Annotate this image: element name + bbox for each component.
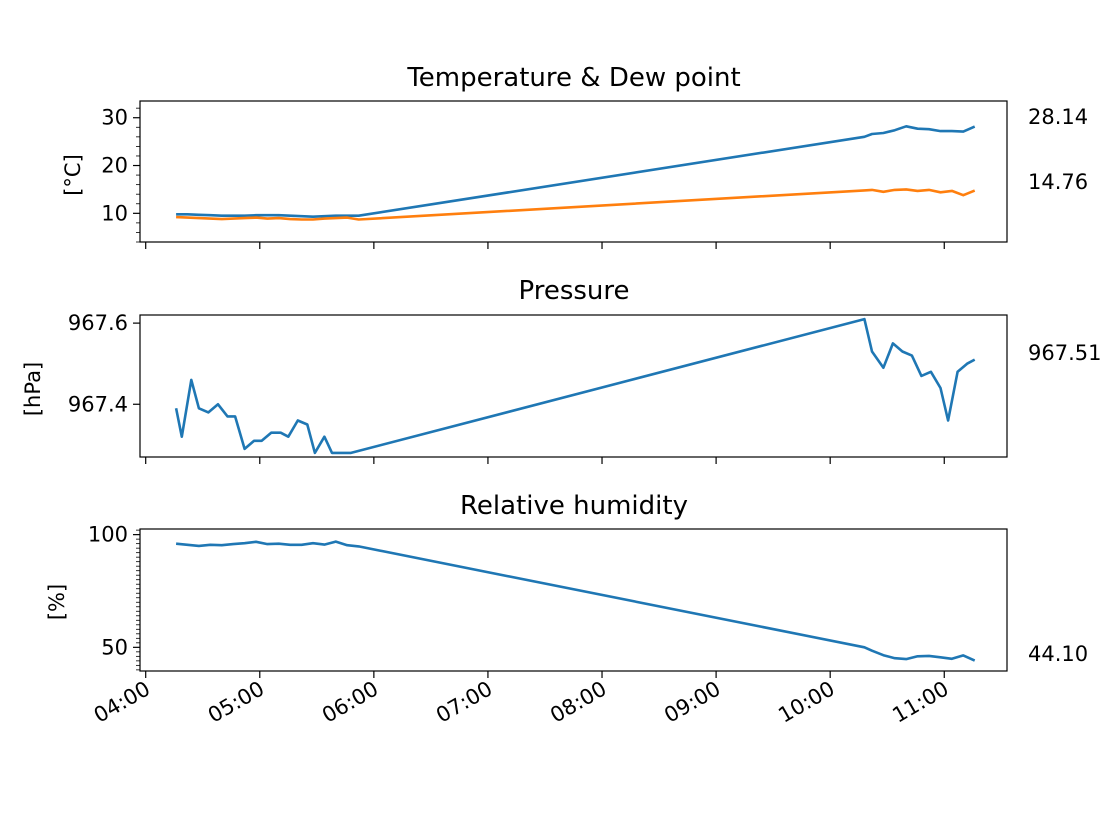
x-tick-label: 06:00 — [318, 677, 382, 728]
x-tick-label: 08:00 — [546, 677, 610, 728]
humidity-title: Relative humidity — [460, 491, 688, 521]
temperature-title: Temperature & Dew point — [406, 63, 740, 93]
temperature-grid-layer: 10 20 30 — [101, 106, 945, 249]
pressure-lines — [174, 317, 976, 455]
x-tick-label: 10:00 — [774, 677, 838, 728]
y-tick-label: 967.6 — [68, 311, 128, 335]
series-line-0 — [174, 317, 976, 455]
humidity-grid-layer: 50 100 — [88, 523, 945, 678]
humidity-ylabel: [%] — [45, 584, 69, 620]
x-tick-label: 11:00 — [888, 677, 952, 728]
y-tick-label: 20 — [101, 154, 128, 178]
pressure-title: Pressure — [518, 276, 629, 306]
humidity-last-value: 44.10 — [1028, 642, 1088, 666]
series-line-1 — [176, 188, 976, 221]
temperature-panel: Temperature & Dew point [°C] 10 20 30 28.1… — [61, 63, 1088, 249]
pressure-panel: Pressure [hPa] 967.4 967.6 967.51 — [21, 276, 1101, 464]
y-tick-label: 100 — [88, 523, 128, 547]
temperature-lines — [176, 125, 976, 221]
pressure-ylabel: [hPa] — [21, 362, 45, 416]
pressure-last-value: 967.51 — [1028, 341, 1101, 365]
pressure-grid-layer: 967.4 967.6 — [68, 311, 945, 464]
y-tick-label: 50 — [101, 635, 128, 659]
y-tick-label: 30 — [101, 106, 128, 130]
series-line-0 — [176, 125, 976, 218]
humidity-plot-frame — [139, 528, 1008, 672]
humidity-panel: Relative humidity [%] 50 100 44.10 — [45, 491, 1088, 678]
dewpoint-last-value: 14.76 — [1028, 170, 1088, 194]
temperature-ylabel: [°C] — [61, 154, 85, 196]
temperature-last-value: 28.14 — [1028, 105, 1088, 129]
x-tick-label: 09:00 — [660, 677, 724, 728]
humidity-lines — [175, 540, 976, 662]
pressure-plot-frame — [139, 314, 1008, 458]
y-tick-label: 10 — [101, 201, 128, 225]
series-line-0 — [175, 540, 976, 662]
x-tick-label: 07:00 — [432, 677, 496, 728]
x-axis: 04:00 05:00 06:00 07:00 08:00 09:00 10:00 11:00 — [90, 677, 953, 728]
temperature-plot-frame — [139, 100, 1008, 243]
x-tick-label: 05:00 — [204, 677, 268, 728]
y-tick-label: 967.4 — [68, 392, 128, 416]
x-tick-label: 04:00 — [90, 677, 154, 728]
